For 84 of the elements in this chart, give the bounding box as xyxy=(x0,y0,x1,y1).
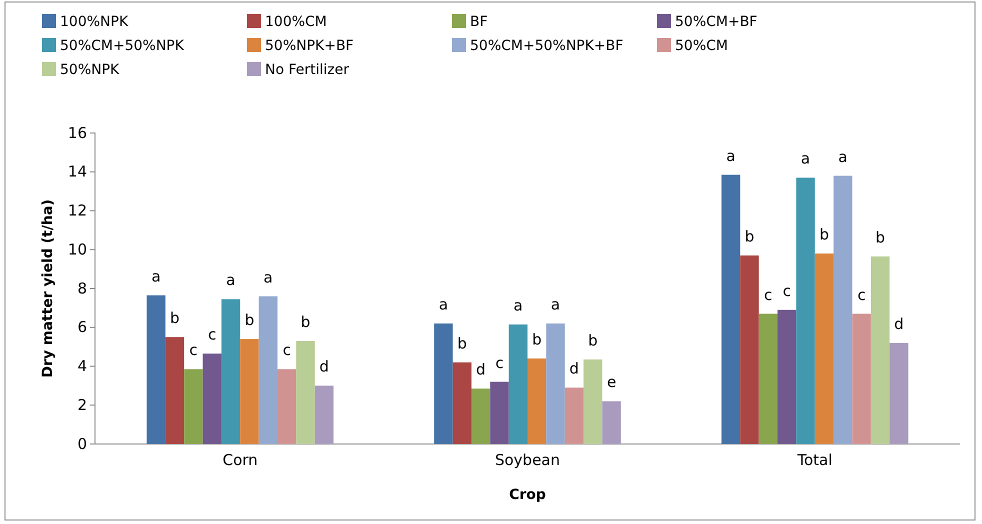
data-label: c xyxy=(857,286,866,304)
legend-label: 50%CM xyxy=(675,38,728,54)
y-tick-label: 2 xyxy=(77,396,87,414)
data-label: b xyxy=(744,227,754,246)
y-tick-label: 0 xyxy=(77,434,87,453)
y-tick-label: 16 xyxy=(68,124,87,142)
data-label: c xyxy=(282,341,291,360)
data-label: b xyxy=(300,312,310,331)
bar xyxy=(564,388,584,444)
legend-label: 50%NPK xyxy=(60,62,120,78)
bar xyxy=(240,339,259,444)
data-label: b xyxy=(244,311,254,330)
bar xyxy=(870,256,890,444)
bar xyxy=(296,340,315,444)
legend-label: 50%CM+BF xyxy=(675,14,758,30)
data-label: b xyxy=(170,309,180,328)
x-axis-title: Crop xyxy=(509,487,546,503)
y-axis-title: Dry matter yield (t/ha) xyxy=(40,199,56,378)
bar xyxy=(546,323,565,444)
bar xyxy=(814,254,834,444)
bar xyxy=(221,299,240,444)
y-tick-label: 14 xyxy=(68,162,87,181)
bar xyxy=(508,324,528,444)
bar xyxy=(202,354,222,444)
data-label: c xyxy=(189,341,198,360)
x-tick-label: Soybean xyxy=(494,451,560,469)
bar xyxy=(490,382,509,444)
bar xyxy=(584,359,602,444)
data-label: a xyxy=(800,150,810,168)
legend-label: 50%CM+50%NPK+BF xyxy=(470,38,624,54)
y-tick-label: 8 xyxy=(77,279,87,298)
bar xyxy=(146,295,166,444)
bar xyxy=(165,337,184,444)
y-tick-label: 10 xyxy=(68,240,87,258)
data-label: a xyxy=(726,146,736,165)
bar xyxy=(852,314,871,444)
bar xyxy=(778,310,796,444)
y-tick-label: 6 xyxy=(77,318,87,336)
data-label: a xyxy=(514,296,523,314)
data-label: b xyxy=(532,330,542,348)
bar xyxy=(471,388,490,444)
bar xyxy=(758,314,778,444)
bar xyxy=(721,174,740,444)
bar xyxy=(834,176,852,444)
data-label: c xyxy=(782,282,791,300)
data-label: c xyxy=(764,286,772,304)
bar xyxy=(528,358,546,444)
data-label: b xyxy=(819,226,829,244)
bar xyxy=(890,342,908,444)
bar xyxy=(740,255,759,444)
legend-label: BF xyxy=(470,14,488,30)
data-label: d xyxy=(319,358,329,376)
bar xyxy=(277,369,296,444)
legend-label: 100%CM xyxy=(265,14,327,30)
legend-label: 50%CM+50%NPK xyxy=(60,38,185,54)
data-label: d xyxy=(569,360,579,378)
x-tick-label: Total xyxy=(796,451,832,469)
data-label: a xyxy=(550,295,560,314)
bar xyxy=(602,401,621,444)
data-label: c xyxy=(495,354,504,372)
y-tick-label: 4 xyxy=(77,357,87,376)
bar xyxy=(258,296,278,444)
y-tick-label: 12 xyxy=(68,202,87,220)
data-label: b xyxy=(588,331,598,350)
data-label: a xyxy=(438,295,448,314)
data-label: a xyxy=(838,148,848,166)
legend-label: No Fertilizer xyxy=(265,62,350,78)
data-label: a xyxy=(151,267,161,286)
bar xyxy=(796,178,815,444)
bar xyxy=(434,323,453,444)
data-label: a xyxy=(226,271,236,290)
legend-label: 100%NPK xyxy=(60,14,129,30)
bar xyxy=(314,386,334,444)
bar xyxy=(184,369,203,444)
x-tick-label: Corn xyxy=(222,451,258,469)
data-label: c xyxy=(208,326,216,344)
legend-label: 50%NPK+BF xyxy=(265,38,354,54)
data-label: b xyxy=(457,334,467,352)
bar xyxy=(452,362,472,444)
data-label: e xyxy=(606,373,616,392)
data-label: d xyxy=(476,360,486,379)
data-label: a xyxy=(264,268,273,286)
data-label: b xyxy=(875,228,886,246)
data-label: d xyxy=(894,314,904,333)
